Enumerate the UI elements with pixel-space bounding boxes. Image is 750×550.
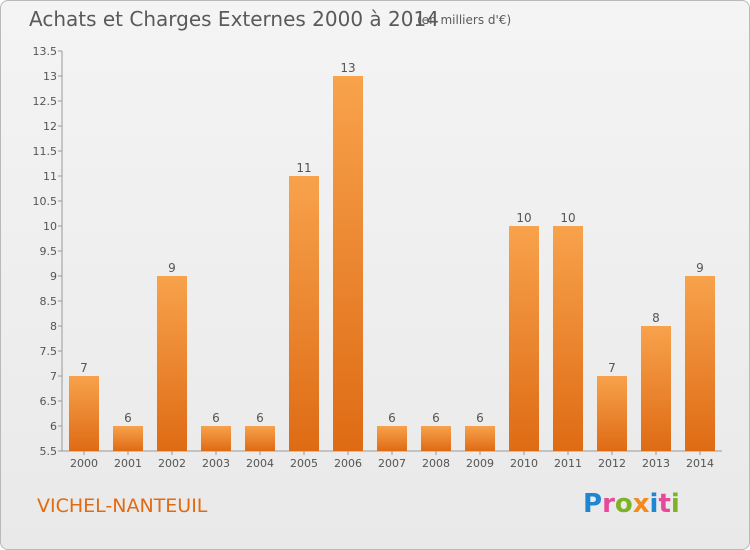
data-label: 6 [388, 411, 396, 425]
bar-2009 [465, 426, 495, 451]
logo-letter: r [602, 489, 615, 519]
x-tick-label: 2006 [334, 457, 362, 470]
data-label: 10 [560, 211, 575, 225]
x-tick-label: 2003 [202, 457, 230, 470]
bar-2012 [597, 376, 627, 451]
data-label: 13 [340, 61, 355, 75]
y-tick-label: 13.5 [33, 45, 58, 58]
y-tick-label: 7 [50, 370, 57, 383]
data-label: 6 [432, 411, 440, 425]
x-tick-label: 2012 [598, 457, 626, 470]
x-tick-label: 2005 [290, 457, 318, 470]
bar-2013 [641, 326, 671, 451]
data-label: 8 [652, 311, 660, 325]
data-label: 9 [168, 261, 176, 275]
bar-2002 [157, 276, 187, 451]
x-tick-label: 2007 [378, 457, 406, 470]
x-tick-label: 2008 [422, 457, 450, 470]
data-label: 11 [296, 161, 311, 175]
data-label: 6 [476, 411, 484, 425]
x-tick-label: 2004 [246, 457, 274, 470]
chart-axes: 5.5 6 6.5 7 7.5 8 8.5 9 9.5 10 10.5 11 11.5 12 12.5 13 1… [33, 45, 722, 470]
y-tick-label: 6.5 [40, 395, 58, 408]
y-tick-label: 12.5 [33, 95, 58, 108]
x-tick-label: 2011 [554, 457, 582, 470]
proxiti-logo[interactable]: Proxiti [583, 489, 680, 519]
data-label: 6 [256, 411, 264, 425]
y-tick-label: 13 [43, 70, 57, 83]
bar-2000 [69, 376, 99, 451]
bar-2011 [553, 226, 583, 451]
logo-letter: t [658, 489, 671, 519]
y-tick-label: 8 [50, 320, 57, 333]
x-tick-label: 2013 [642, 457, 670, 470]
bar-2005 [289, 176, 319, 451]
x-tick-label: 2001 [114, 457, 142, 470]
y-tick-label: 8.5 [40, 295, 58, 308]
y-tick-label: 5.5 [40, 445, 58, 458]
x-tick-label: 2009 [466, 457, 494, 470]
x-tick-label: 2000 [70, 457, 98, 470]
logo-letter: o [614, 489, 633, 519]
bar-2004 [245, 426, 275, 451]
y-tick-label: 11.5 [33, 145, 58, 158]
logo-letter: i [670, 489, 680, 519]
bar-2001 [113, 426, 143, 451]
y-tick-label: 12 [43, 120, 57, 133]
bar-2008 [421, 426, 451, 451]
data-label: 7 [80, 361, 88, 375]
logo-letter: x [632, 489, 650, 519]
chart-title: Achats et Charges Externes 2000 à 2014 [29, 7, 439, 31]
x-tick-label: 2002 [158, 457, 186, 470]
data-label: 6 [212, 411, 220, 425]
chart-bars [69, 76, 715, 451]
chart-data-labels: 7 6 9 6 6 11 13 6 6 6 10 10 7 8 9 [80, 61, 704, 425]
data-label: 7 [608, 361, 616, 375]
bar-2010 [509, 226, 539, 451]
bar-2006 [333, 76, 363, 451]
y-tick-label: 10 [43, 220, 57, 233]
data-label: 10 [516, 211, 531, 225]
y-tick-label: 10.5 [33, 195, 58, 208]
data-label: 6 [124, 411, 132, 425]
commune-name: VICHEL-NANTEUIL [37, 495, 208, 517]
bar-2007 [377, 426, 407, 451]
y-tick-label: 7.5 [40, 345, 58, 358]
logo-letter: i [649, 489, 659, 519]
x-tick-label: 2010 [510, 457, 538, 470]
y-tick-label: 6 [50, 420, 57, 433]
chart-subtitle: (en milliers d'€) [417, 13, 512, 27]
bar-2003 [201, 426, 231, 451]
y-tick-label: 9 [50, 270, 57, 283]
bar-2014 [685, 276, 715, 451]
data-label: 9 [696, 261, 704, 275]
y-tick-label: 9.5 [40, 245, 58, 258]
y-tick-label: 11 [43, 170, 57, 183]
logo-letter: P [583, 489, 603, 519]
x-tick-label: 2014 [686, 457, 714, 470]
